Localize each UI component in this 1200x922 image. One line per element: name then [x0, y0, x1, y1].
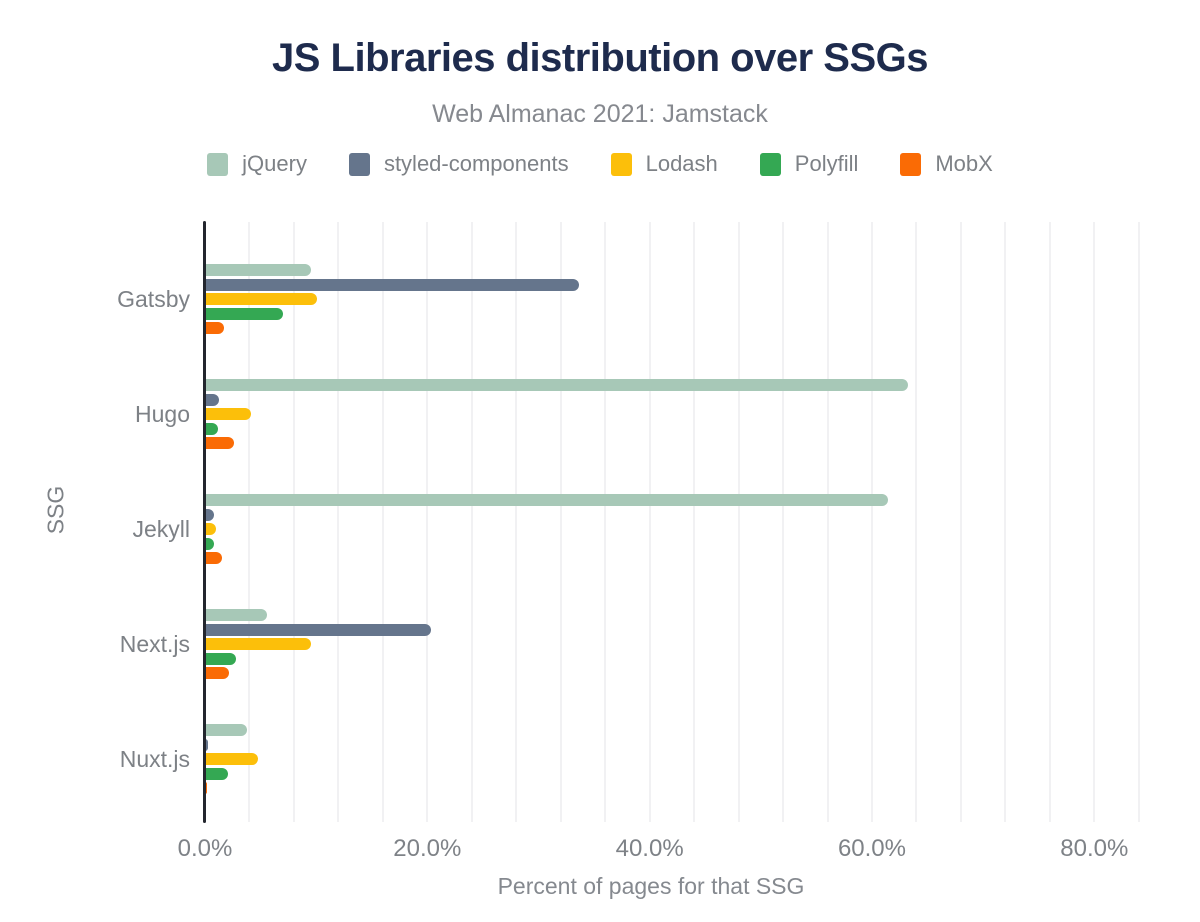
x-tick-label: 20.0%: [393, 835, 462, 862]
bar-Hugo-MobX: [205, 437, 234, 449]
legend-item-MobX: MobX: [900, 151, 993, 177]
bar-Next.js-Polyfill: [205, 652, 237, 665]
x-axis-tick-labels: 0.0% 20.0% 40.0% 60.0% 80.0%: [0, 835, 1200, 865]
x-axis-title: Percent of pages for that SSG: [497, 873, 805, 899]
x-tick-label: 60.0%: [837, 835, 906, 862]
bar-group-Nuxt.js: [205, 724, 1161, 794]
legend-swatch-styled-components: [348, 152, 370, 176]
category-label-Hugo: Hugo: [135, 401, 190, 427]
gridline: [559, 222, 562, 822]
legend-item-Lodash: Lodash: [610, 151, 718, 177]
gridline: [604, 222, 607, 822]
bar-Gatsby-Polyfill: [205, 307, 283, 320]
bar-Nuxt.js-MobX: [205, 782, 208, 794]
gridline: [737, 222, 740, 822]
category-label-Next.js: Next.js: [119, 631, 190, 657]
legend-label: Lodash: [645, 151, 718, 176]
legend-swatch-jQuery: [207, 152, 229, 176]
gridline: [693, 222, 696, 822]
gridline: [915, 222, 918, 822]
legend: jQuery styled-components Lodash Polyfill Mob…: [0, 150, 1200, 178]
category-label-Gatsby: Gatsby: [117, 286, 190, 312]
gridline: [1137, 222, 1140, 822]
legend-label: MobX: [935, 151, 993, 176]
gridline: [1004, 222, 1007, 822]
bar-Jekyll-MobX: [205, 552, 222, 564]
gridline: [1048, 222, 1051, 822]
bar-Hugo-jQuery: [205, 379, 908, 391]
bar-group-Hugo: [205, 379, 1161, 449]
bar-Jekyll-styled-components: [205, 508, 214, 521]
gridline: [515, 222, 518, 822]
bar-Jekyll-jQuery: [205, 494, 888, 506]
legend-label: jQuery: [242, 151, 307, 176]
gridline: [337, 222, 340, 822]
bar-Gatsby-MobX: [205, 322, 224, 334]
x-tick-label: 80.0%: [1060, 835, 1129, 862]
x-tick-label: 40.0%: [615, 835, 684, 862]
legend-label: styled-components: [383, 151, 569, 176]
gridline: [870, 222, 873, 822]
bar-Gatsby-jQuery: [205, 264, 311, 276]
gridline: [1093, 222, 1096, 822]
category-label-Jekyll: Jekyll: [132, 516, 190, 542]
legend-item-Polyfill: Polyfill: [759, 151, 859, 177]
legend-item-styled-components: styled-components: [348, 151, 569, 177]
gridline: [248, 222, 251, 822]
bar-Nuxt.js-styled-components: [205, 738, 209, 751]
bar-Next.js-jQuery: [205, 609, 268, 621]
gridline: [648, 222, 651, 822]
gridline: [470, 222, 473, 822]
chart-title: JS Libraries distribution over SSGs: [271, 36, 929, 80]
category-label-Nuxt.js: Nuxt.js: [119, 746, 190, 772]
gridline: [292, 222, 295, 822]
bar-Jekyll-Polyfill: [205, 537, 214, 550]
gridline: [826, 222, 829, 822]
bar-Hugo-styled-components: [205, 393, 220, 406]
legend-label: Polyfill: [794, 151, 859, 176]
bar-Hugo-Polyfill: [205, 422, 219, 435]
x-tick-label: 0.0%: [177, 835, 233, 862]
bar-Nuxt.js-jQuery: [205, 724, 248, 736]
gridline: [959, 222, 962, 822]
bar-Next.js-styled-components: [205, 623, 431, 636]
bar-Nuxt.js-Lodash: [205, 753, 259, 765]
y-axis-line: [203, 221, 206, 823]
chart-subtitle: Web Almanac 2021: Jamstack: [432, 100, 768, 128]
gridline: [782, 222, 785, 822]
bar-group-Next.js: [205, 609, 1161, 679]
bar-Nuxt.js-Polyfill: [205, 767, 229, 780]
plot-area: [205, 222, 1161, 822]
legend-swatch-MobX: [900, 152, 922, 176]
bar-Gatsby-Lodash: [205, 293, 318, 305]
bar-Next.js-MobX: [205, 667, 230, 679]
bar-Jekyll-Lodash: [205, 523, 217, 535]
bar-group-Jekyll: [205, 494, 1161, 564]
gridline: [426, 222, 429, 822]
bar-Next.js-Lodash: [205, 638, 311, 650]
legend-swatch-Lodash: [610, 152, 632, 176]
bar-Gatsby-styled-components: [205, 278, 579, 291]
bar-Hugo-Lodash: [205, 408, 251, 420]
gridline: [381, 222, 384, 822]
legend-swatch-Polyfill: [759, 152, 781, 176]
bar-group-Gatsby: [205, 264, 1161, 334]
y-axis-category-labels: Gatsby Hugo Jekyll Next.js Nuxt.js: [0, 222, 190, 822]
legend-item-jQuery: jQuery: [207, 151, 307, 177]
